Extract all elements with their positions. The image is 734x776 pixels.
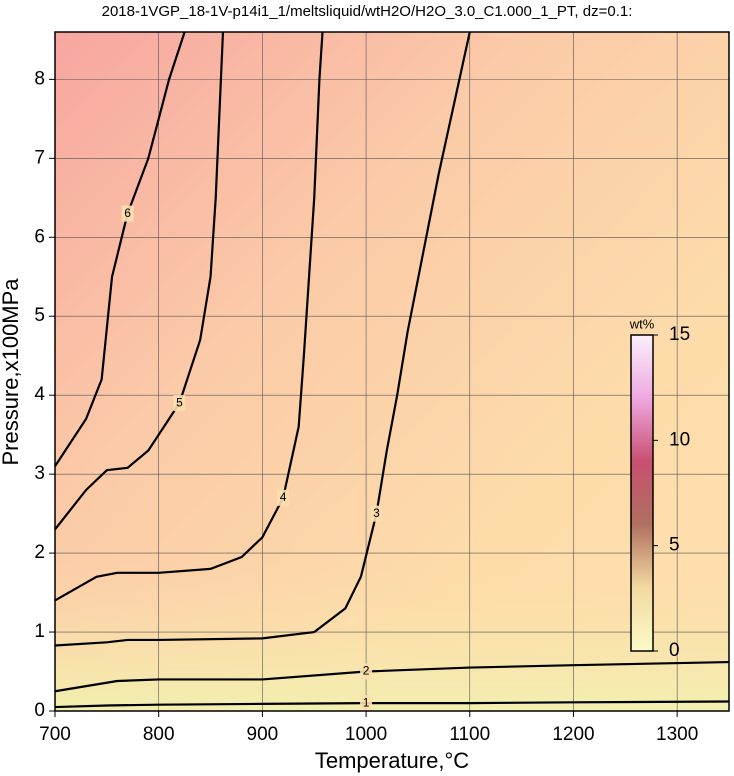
colorbar-tick-label: 15 bbox=[669, 324, 690, 345]
y-tick-label: 8 bbox=[34, 68, 45, 89]
colorbar bbox=[630, 334, 654, 652]
chart-title: 2018-1VGP_18-1V-p14i1_1/meltsliquid/wtH2… bbox=[102, 3, 633, 20]
y-tick-label: 1 bbox=[34, 621, 45, 642]
contour-label: 6 bbox=[124, 206, 131, 220]
y-axis-label: Pressure,x100MPa bbox=[0, 278, 23, 466]
contour-label-box bbox=[360, 663, 373, 680]
contour-label: 2 bbox=[363, 664, 370, 678]
colorbar-tick-label: 10 bbox=[669, 429, 690, 450]
contour-label: 4 bbox=[280, 490, 287, 504]
contour-label-box bbox=[277, 489, 290, 506]
contour-label-box bbox=[370, 505, 383, 522]
contour-line bbox=[54, 660, 730, 693]
y-tick-label: 2 bbox=[34, 542, 45, 563]
contour-label-box bbox=[121, 205, 134, 222]
x-tick-label: 1200 bbox=[552, 724, 594, 745]
contour-label-box bbox=[360, 695, 373, 712]
contour-label: 1 bbox=[363, 695, 370, 709]
contour-line bbox=[54, 31, 186, 467]
contour-line bbox=[54, 31, 471, 647]
colorbar-tick-label: 5 bbox=[669, 535, 680, 556]
y-tick-label: 7 bbox=[34, 147, 45, 168]
x-tick-label: 1000 bbox=[345, 724, 387, 745]
contour-label: 5 bbox=[176, 395, 183, 409]
x-tick-label: 1300 bbox=[656, 724, 698, 745]
x-tick-label: 700 bbox=[39, 724, 71, 745]
y-tick-label: 4 bbox=[34, 384, 45, 405]
y-tick-label: 0 bbox=[34, 700, 45, 721]
y-tick-label: 3 bbox=[34, 463, 45, 484]
plot-frame bbox=[54, 31, 730, 712]
contour-label: 3 bbox=[373, 506, 380, 520]
x-tick-label: 1100 bbox=[449, 724, 490, 745]
y-tick-label: 6 bbox=[34, 226, 45, 247]
plot-shade bbox=[55, 560, 729, 711]
y-tick-label: 5 bbox=[34, 305, 45, 326]
x-tick-label: 800 bbox=[143, 724, 175, 745]
x-tick-label: 900 bbox=[247, 724, 279, 745]
contour-line bbox=[54, 31, 324, 602]
x-axis-label: Temperature,°C bbox=[315, 748, 469, 773]
contour-label-box bbox=[173, 395, 186, 412]
contour-line bbox=[54, 700, 730, 709]
colorbar-tick-label: 0 bbox=[669, 640, 680, 661]
colorbar-label: wt% bbox=[629, 316, 655, 331]
